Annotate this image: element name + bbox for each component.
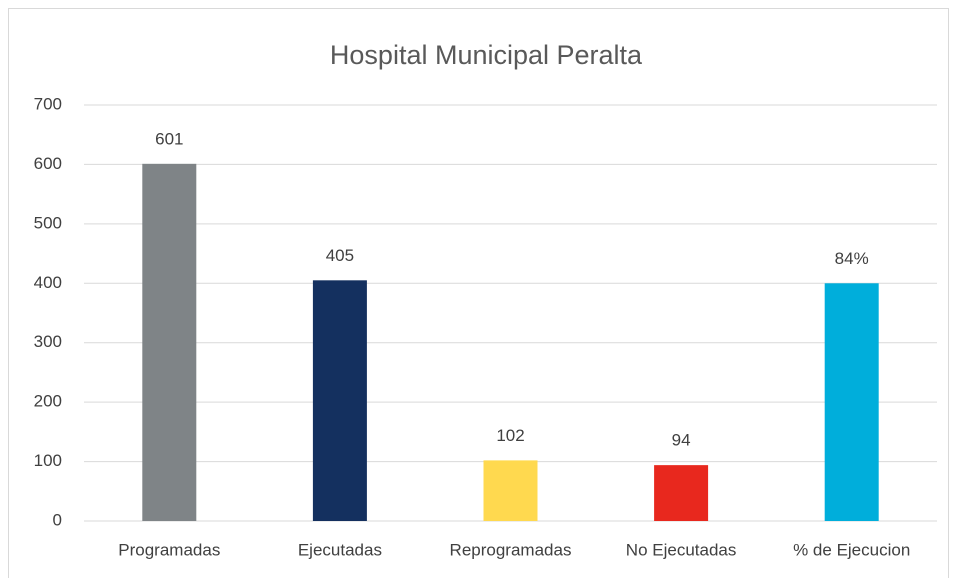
x-tick-label: Ejecutadas	[298, 540, 382, 559]
x-tick-label: Programadas	[118, 540, 220, 559]
y-tick-label: 400	[34, 273, 62, 292]
y-tick-label: 600	[34, 154, 62, 173]
data-label: 102	[496, 426, 524, 445]
x-tick-label: No Ejecutadas	[626, 540, 737, 559]
y-tick-label: 500	[34, 213, 62, 232]
chart-title: Hospital Municipal Peralta	[330, 40, 643, 70]
x-tick-label: Reprogramadas	[450, 540, 572, 559]
y-tick-label: 100	[34, 451, 62, 470]
bar	[654, 465, 709, 521]
bar	[142, 163, 197, 521]
data-label: 405	[326, 246, 354, 265]
data-label: 84%	[835, 249, 869, 268]
bar	[824, 283, 879, 521]
data-label: 94	[672, 431, 691, 450]
bar	[483, 460, 538, 521]
bar	[312, 280, 367, 521]
y-tick-label: 700	[34, 94, 62, 113]
y-tick-label: 300	[34, 332, 62, 351]
y-tick-label: 0	[53, 510, 62, 529]
x-tick-label: % de Ejecucion	[793, 540, 910, 559]
y-tick-label: 200	[34, 392, 62, 411]
data-label: 601	[155, 129, 183, 148]
